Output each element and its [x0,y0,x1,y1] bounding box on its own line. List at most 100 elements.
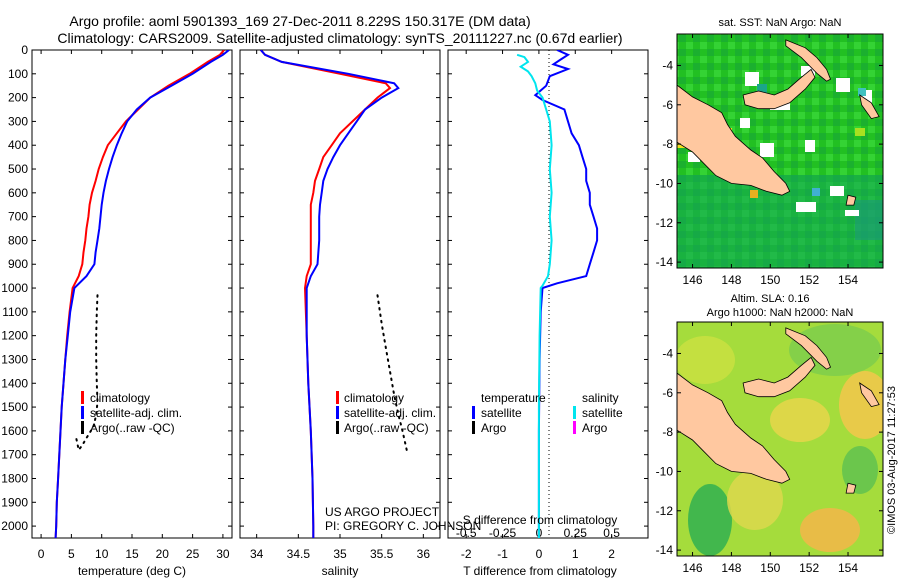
figure-title-line2: Climatology: CARS2009. Satellite-adjuste… [57,30,622,46]
series-line-climatology [54,50,225,538]
depth-tick-label: 1600 [1,424,28,438]
map-y-tick-label: -14 [656,255,674,269]
legend-label-argo: Argo(..raw -QC) [344,421,429,435]
map-x-tick-label: 150 [760,273,780,287]
depth-tick-label: 1200 [1,329,28,343]
sla-map-title1: Altim. SLA: 0.16 [731,293,810,305]
map-x-tick-label: 154 [838,273,858,287]
sla-map-axes: 146 148 150 152 154 -4 -6 -8 -10 -12 -14 [656,322,883,575]
difference-t-xlabel: T difference from climatology [463,564,617,578]
legend-swatch-climatology [336,391,339,404]
depth-tick-label: 0 [21,43,28,57]
s-tick-label: 0.25 [564,526,588,540]
depth-tick-label: 1100 [2,305,28,319]
depth-tick-label: 1300 [1,352,28,366]
land-mass [845,194,857,206]
x-tick-label: -2 [461,547,472,561]
project-label: US ARGO PROJECT [325,505,440,519]
map-x-tick-label: 150 [760,561,780,575]
land-mass [677,84,791,196]
legend-swatch-t-argo [472,421,475,434]
s-tick-label: -0.5 [456,526,477,540]
x-tick-label: 36 [417,547,431,561]
x-tick-label: -1 [497,547,508,561]
series-line-satellite-adj-clim- [54,50,230,538]
map-x-tick-label: 146 [683,561,703,575]
legend-swatch-satellite [336,406,339,419]
legend-heading-salinity: salinity [582,391,619,405]
x-tick-label: 35.5 [370,547,394,561]
depth-tick-label: 200 [8,91,28,105]
legend-label-t-argo: Argo [481,421,507,435]
x-tick-label: 0 [38,547,45,561]
land-mass [785,39,832,82]
temperature-panel-frame [31,49,233,539]
land-mass [742,356,816,398]
series-line-t-satellite [533,50,599,538]
depth-tick-label: 500 [8,162,28,176]
s-tick-label: -0.25 [489,526,517,540]
legend-label-argo: Argo(..raw -QC) [90,421,175,435]
difference-s-xlabel: S difference from climatology [463,513,618,527]
land-mass [677,372,791,484]
difference-x-axis: -2 -1 0 1 2-0.5 -0.25 0 0.25 0.5 [456,50,620,561]
temperature-legend: climatology satellite-adj. clim. Argo(..… [81,391,182,435]
x-tick-label: 1 [572,547,579,561]
land-mass [845,482,857,494]
legend-label-t-satellite: satellite [481,406,522,420]
map-y-tick-label: -8 [662,137,673,151]
salinity-panel-frame [239,49,441,539]
map-x-tick-label: 152 [799,273,819,287]
x-tick-label: 25 [186,547,200,561]
map-x-tick-label: 152 [799,561,819,575]
legend-label-satellite: satellite-adj. clim. [90,406,182,420]
x-tick-label: 10 [95,547,109,561]
temperature-x-axis: 0 5 10 15 20 25 30 [38,50,230,561]
depth-tick-label: 100 [8,67,28,81]
legend-swatch-s-satellite [573,406,576,419]
sst-map [677,34,883,268]
temperature-xlabel: temperature (deg C) [78,564,186,578]
depth-axis: 0 100 200 300 400 500 600 700 800 900 1000 1100 1200… [1,43,648,533]
x-tick-label: 0 [536,547,543,561]
copyright-stamp: ©IMOS 03-Aug-2017 11:27:53 [886,386,898,534]
sst-map-frame [676,33,884,269]
sst-field-cell [855,200,883,240]
legend-swatch-t-satellite [472,406,475,419]
salinity-legend: climatology satellite-adj. clim. Argo(..… [336,391,436,435]
series-line-s-satellite [516,53,553,538]
map-x-tick-label: 148 [721,273,741,287]
legend-label-climatology: climatology [90,391,150,405]
x-tick-label: 15 [125,547,139,561]
sla-map [677,322,883,556]
map-y-tick-label: -6 [662,386,673,400]
land-mass [785,327,832,370]
sst-map-title: sat. SST: NaN Argo: NaN [719,17,842,29]
sst-map-axes: 146 148 150 152 154 -4 -6 -8 -10 -12 -14 [656,34,883,287]
difference-lines [516,50,599,538]
map-y-tick-label: -14 [656,543,674,557]
map-y-tick-label: -4 [662,58,673,72]
pi-label: PI: GREGORY C. JOHNSON [325,519,481,533]
depth-tick-label: 800 [8,233,28,247]
difference-panel-frame [447,49,649,539]
depth-tick-label: 1900 [1,495,28,509]
depth-tick-label: 1400 [1,376,28,390]
series-line-climatology [260,50,392,538]
depth-tick-label: 2000 [1,519,28,533]
salinity-lines [260,50,408,538]
depth-tick-label: 300 [8,114,28,128]
depth-tick-label: 700 [8,210,28,224]
map-x-tick-label: 154 [838,561,858,575]
depth-tick-label: 400 [8,138,28,152]
legend-swatch-argo [81,421,84,434]
map-x-tick-label: 146 [683,273,703,287]
legend-label-s-argo: Argo [582,421,608,435]
map-y-tick-label: -6 [662,98,673,112]
x-tick-label: 20 [156,547,170,561]
map-y-tick-label: -10 [656,176,674,190]
depth-tick-label: 1500 [1,400,28,414]
legend-swatch-argo [336,421,339,434]
salinity-x-axis: 34 34.5 35 35.5 36 [250,50,430,561]
